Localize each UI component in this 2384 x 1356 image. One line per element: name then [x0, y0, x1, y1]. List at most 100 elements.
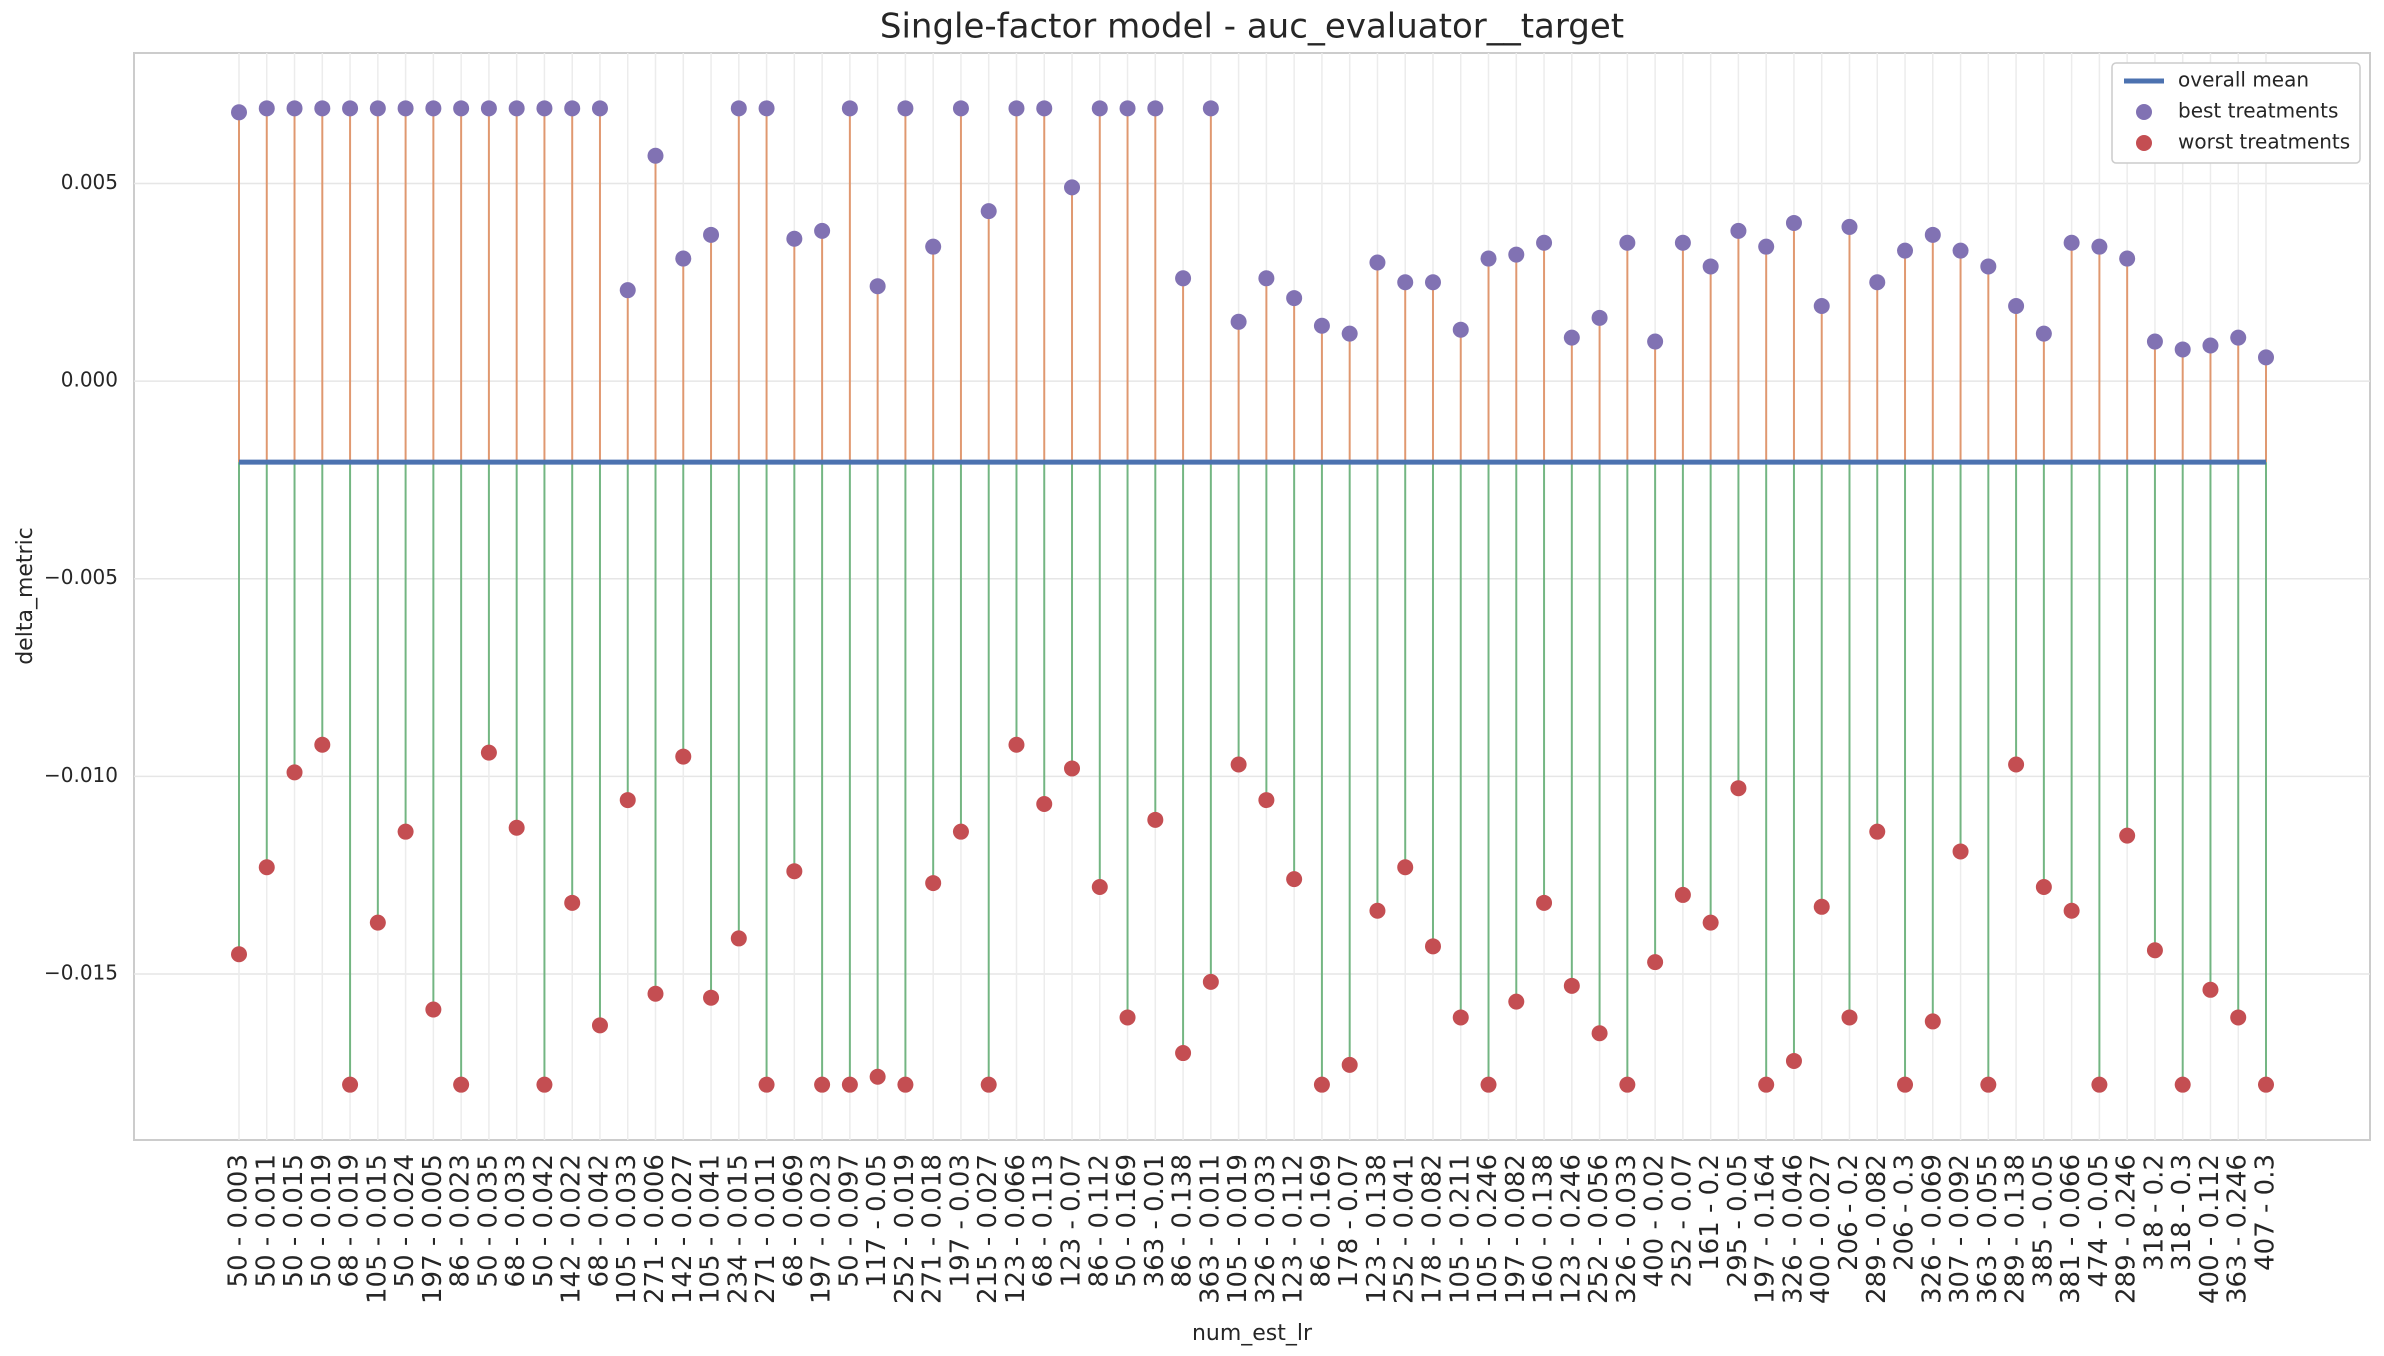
x-tick-label: 50 - 0.042 — [529, 1154, 559, 1287]
dot — [952, 823, 969, 840]
dot — [1952, 843, 1969, 860]
dot — [1702, 258, 1719, 275]
x-tick-label: 123 - 0.112 — [1279, 1154, 1309, 1304]
x-tick-label: 252 - 0.041 — [1390, 1154, 1420, 1304]
x-tick-label: 407 - 0.3 — [2251, 1154, 2281, 1271]
legend-swatch — [2136, 104, 2152, 120]
x-tick-label: 295 - 0.05 — [1723, 1154, 1753, 1287]
dot — [2119, 827, 2136, 844]
dot — [1341, 1056, 1358, 1073]
dot — [1313, 317, 1330, 334]
dot — [841, 100, 858, 117]
dot — [1619, 1076, 1636, 1093]
dot — [1897, 242, 1914, 259]
dot — [1647, 954, 1664, 971]
dot — [2063, 902, 2080, 919]
dot — [897, 100, 914, 117]
dot — [1008, 100, 1025, 117]
dot — [1508, 993, 1525, 1010]
dot — [1536, 234, 1553, 251]
dot — [1785, 1052, 1802, 1069]
x-tick-label: 178 - 0.07 — [1334, 1154, 1364, 1287]
dot — [2008, 756, 2025, 773]
dot — [647, 147, 664, 164]
dot — [2035, 325, 2052, 342]
dot — [1897, 1076, 1914, 1093]
x-tick-label: 271 - 0.011 — [751, 1154, 781, 1304]
x-tick-label: 234 - 0.015 — [723, 1154, 753, 1304]
x-tick-label: 86 - 0.169 — [1306, 1154, 1336, 1287]
legend: overall mean best treatments worst treatme… — [2111, 62, 2361, 164]
dot — [342, 1076, 359, 1093]
dot — [1785, 214, 1802, 231]
dot — [1175, 1045, 1192, 1062]
legend-label: best treatments — [2178, 99, 2338, 123]
x-tick-label: 123 - 0.07 — [1057, 1154, 1087, 1287]
x-tick-label: 105 - 0.211 — [1445, 1154, 1475, 1304]
dot — [286, 764, 303, 781]
dot — [1258, 270, 1275, 287]
x-tick-label: 197 - 0.023 — [807, 1154, 837, 1304]
dot — [952, 100, 969, 117]
x-tick-label: 326 - 0.033 — [1612, 1154, 1642, 1304]
chart-title: Single-factor model - auc_evaluator__tar… — [880, 7, 1624, 47]
dot — [1036, 796, 1053, 813]
x-tick-label: 318 - 0.2 — [2139, 1154, 2169, 1271]
dot — [564, 100, 581, 117]
dot — [2174, 341, 2191, 358]
x-tick-label: 178 - 0.082 — [1417, 1154, 1447, 1304]
x-tick-label: 326 - 0.046 — [1778, 1154, 1808, 1304]
dot — [1091, 879, 1108, 896]
marks — [231, 100, 2274, 1093]
dot — [453, 100, 470, 117]
dot — [1119, 1009, 1136, 1026]
x-tick-label: 289 - 0.138 — [2001, 1154, 2031, 1304]
x-tick-label: 197 - 0.164 — [1751, 1154, 1781, 1304]
dot — [1952, 242, 1969, 259]
x-tick-label: 68 - 0.019 — [335, 1154, 365, 1287]
dot — [1591, 1025, 1608, 1042]
x-tick-label: 123 - 0.246 — [1556, 1154, 1586, 1304]
x-tick-label: 289 - 0.082 — [1862, 1154, 1892, 1304]
dot — [2091, 238, 2108, 255]
dot — [2230, 1009, 2247, 1026]
dot — [397, 100, 414, 117]
dot — [1119, 100, 1136, 117]
dot — [1674, 886, 1691, 903]
x-tick-label: 307 - 0.092 — [1945, 1154, 1975, 1304]
x-tick-label: 206 - 0.2 — [1834, 1154, 1864, 1271]
dot — [1202, 100, 1219, 117]
dot — [2146, 942, 2163, 959]
dot — [2119, 250, 2136, 267]
dot — [314, 100, 331, 117]
x-tick-label: 160 - 0.138 — [1529, 1154, 1559, 1304]
dot — [980, 1076, 997, 1093]
dot — [1397, 859, 1414, 876]
dot — [1813, 898, 1830, 915]
x-axis-label: num_est_lr — [1192, 1321, 1313, 1346]
x-tick-label: 363 - 0.011 — [1195, 1154, 1225, 1304]
x-tick-label: 50 - 0.169 — [1112, 1154, 1142, 1287]
x-tick-label: 400 - 0.027 — [1806, 1154, 1836, 1304]
dot — [869, 278, 886, 295]
dot — [1369, 254, 1386, 271]
dot — [1563, 329, 1580, 346]
x-tick-label: 326 - 0.069 — [1917, 1154, 1947, 1304]
dot — [2146, 333, 2163, 350]
dot — [1869, 274, 1886, 291]
dot — [814, 1076, 831, 1093]
dot — [480, 100, 497, 117]
y-tick-label: −0.010 — [44, 763, 118, 787]
x-tick-label: 474 - 0.05 — [2084, 1154, 2114, 1287]
x-tick-label: 105 - 0.015 — [362, 1154, 392, 1304]
x-tick-label: 68 - 0.069 — [779, 1154, 809, 1287]
dot — [1647, 333, 1664, 350]
x-tick-label: 50 - 0.097 — [834, 1154, 864, 1287]
dot — [1619, 234, 1636, 251]
dot — [425, 100, 442, 117]
x-tick-label: 206 - 0.3 — [1890, 1154, 1920, 1271]
dot — [2202, 981, 2219, 998]
dot — [1480, 250, 1497, 267]
dot — [1202, 973, 1219, 990]
